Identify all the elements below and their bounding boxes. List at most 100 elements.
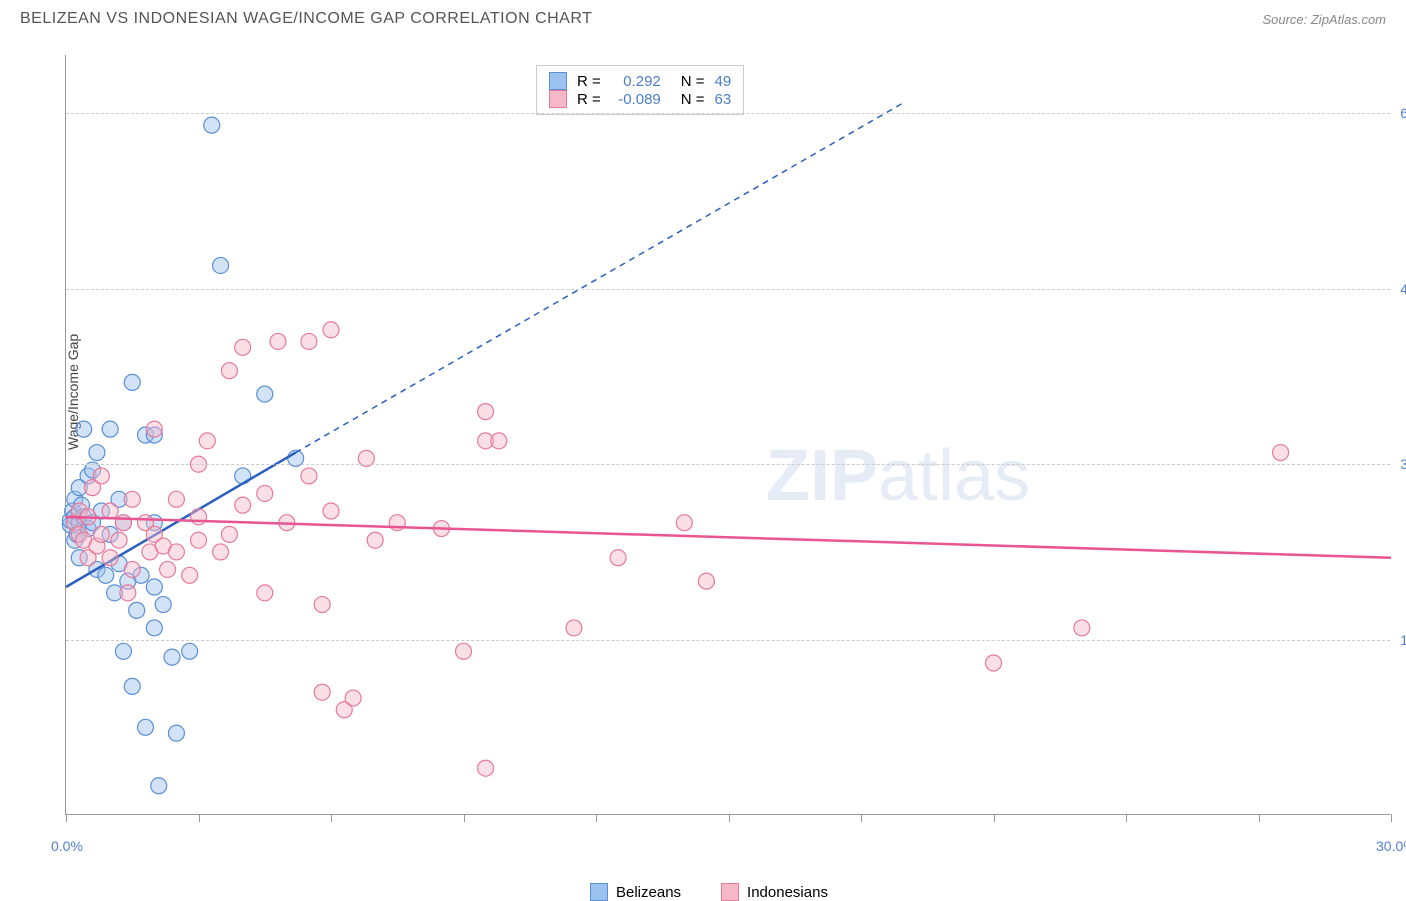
n-label: N =: [681, 73, 705, 90]
scatter-point: [270, 333, 286, 349]
scatter-point: [456, 643, 472, 659]
scatter-point: [478, 760, 494, 776]
x-tick: [464, 814, 465, 822]
legend-label-belizeans: Belizeans: [616, 884, 681, 901]
swatch-belizeans: [549, 72, 567, 90]
x-tick: [1391, 814, 1392, 822]
scatter-point: [257, 585, 273, 601]
scatter-point: [155, 597, 171, 613]
scatter-point: [191, 509, 207, 525]
r-value-belizeans: 0.292: [611, 73, 661, 90]
x-tick: [1259, 814, 1260, 822]
scatter-point: [191, 532, 207, 548]
scatter-point: [986, 655, 1002, 671]
correlation-legend: R = 0.292 N = 49 R = -0.089 N = 63: [536, 65, 744, 115]
scatter-point: [168, 544, 184, 560]
series-legend: Belizeans Indonesians: [590, 883, 828, 901]
plot-area: ZIPatlas R = 0.292 N = 49 R = -0.089 N =…: [65, 55, 1390, 815]
y-tick-label: 15.0%: [1400, 632, 1406, 648]
scatter-point: [111, 532, 127, 548]
grid-line: [66, 289, 1390, 290]
grid-line: [66, 640, 1390, 641]
scatter-point: [213, 544, 229, 560]
scatter-point: [76, 421, 92, 437]
scatter-point: [182, 643, 198, 659]
scatter-point: [257, 485, 273, 501]
scatter-point: [124, 374, 140, 390]
scatter-point: [124, 561, 140, 577]
scatter-point: [676, 515, 692, 531]
scatter-point: [146, 579, 162, 595]
swatch-indonesians-icon: [721, 883, 739, 901]
scatter-point: [151, 778, 167, 794]
scatter-point: [314, 684, 330, 700]
scatter-point: [213, 257, 229, 273]
r-value-indonesians: -0.089: [611, 91, 661, 108]
scatter-point: [314, 597, 330, 613]
chart-title: BELIZEAN VS INDONESIAN WAGE/INCOME GAP C…: [20, 10, 592, 28]
x-tick: [729, 814, 730, 822]
scatter-point: [1273, 445, 1289, 461]
x-tick: [1126, 814, 1127, 822]
r-label: R =: [577, 73, 601, 90]
scatter-point: [566, 620, 582, 636]
scatter-point: [323, 322, 339, 338]
x-tick: [994, 814, 995, 822]
scatter-point: [168, 725, 184, 741]
scatter-point: [235, 497, 251, 513]
x-tick-label: 0.0%: [51, 838, 83, 854]
scatter-point: [199, 433, 215, 449]
legend-item-indonesians: Indonesians: [721, 883, 828, 901]
scatter-point: [124, 678, 140, 694]
chart-container: Wage/Income Gap ZIPatlas R = 0.292 N = 4…: [50, 50, 1390, 820]
scatter-point: [367, 532, 383, 548]
scatter-point: [235, 339, 251, 355]
scatter-point: [164, 649, 180, 665]
scatter-point: [93, 468, 109, 484]
scatter-point: [301, 333, 317, 349]
scatter-point: [89, 445, 105, 461]
scatter-point: [124, 491, 140, 507]
scatter-point: [301, 468, 317, 484]
scatter-point: [698, 573, 714, 589]
scatter-point: [204, 117, 220, 133]
scatter-point: [257, 386, 273, 402]
scatter-point: [102, 550, 118, 566]
scatter-point: [146, 620, 162, 636]
scatter-point: [129, 602, 145, 618]
scatter-point: [160, 561, 176, 577]
legend-row-belizeans: R = 0.292 N = 49: [549, 72, 731, 90]
legend-item-belizeans: Belizeans: [590, 883, 681, 901]
x-tick: [66, 814, 67, 822]
trend-line: [66, 517, 1391, 558]
swatch-belizeans-icon: [590, 883, 608, 901]
scatter-point: [610, 550, 626, 566]
scatter-point: [491, 433, 507, 449]
scatter-point: [146, 421, 162, 437]
scatter-point: [221, 526, 237, 542]
scatter-point: [168, 491, 184, 507]
n-value-indonesians: 63: [715, 91, 732, 108]
source-attribution: Source: ZipAtlas.com: [1262, 12, 1386, 27]
scatter-point: [345, 690, 361, 706]
legend-label-indonesians: Indonesians: [747, 884, 828, 901]
legend-row-indonesians: R = -0.089 N = 63: [549, 90, 731, 108]
scatter-point: [102, 421, 118, 437]
x-tick: [861, 814, 862, 822]
scatter-point: [115, 643, 131, 659]
scatter-point: [98, 567, 114, 583]
r-label: R =: [577, 91, 601, 108]
trend-line-extended: [296, 102, 906, 453]
n-label: N =: [681, 91, 705, 108]
scatter-point: [120, 585, 136, 601]
grid-line: [66, 464, 1390, 465]
scatter-point: [323, 503, 339, 519]
x-tick: [199, 814, 200, 822]
y-tick-label: 30.0%: [1400, 456, 1406, 472]
swatch-indonesians: [549, 90, 567, 108]
scatter-point: [478, 404, 494, 420]
x-tick: [331, 814, 332, 822]
scatter-point: [221, 363, 237, 379]
grid-line: [66, 113, 1390, 114]
x-tick: [596, 814, 597, 822]
